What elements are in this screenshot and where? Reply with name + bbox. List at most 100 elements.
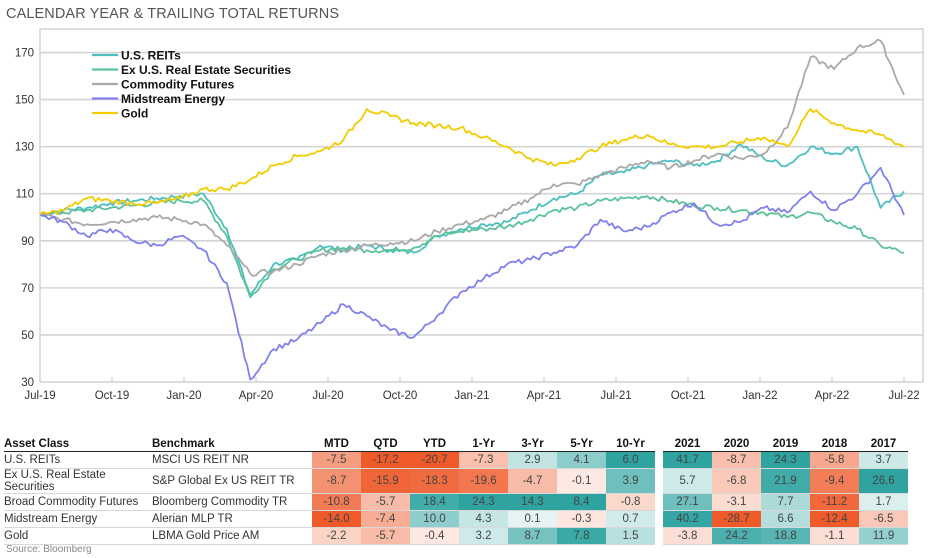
trailing-return-cell: -0.4 (410, 527, 459, 545)
table-row: U.S. REITs MSCI US REIT NR -7.5 -17.2 -20.7-… (4, 451, 908, 469)
header-2019: 2019 (761, 436, 810, 452)
plot-frame (39, 28, 924, 383)
trailing-return-cell: 6.0 (606, 451, 655, 469)
calendar-return-cell: 3.7 (859, 451, 908, 469)
trailing-return-cell: -0.1 (557, 468, 606, 494)
x-tick-label: Apr-20 (239, 390, 274, 402)
trailing-return-cell: -18.3 (410, 468, 459, 494)
legend-label: U.S. REITs (121, 49, 181, 63)
calendar-return-cell: -5.8 (810, 451, 859, 469)
y-axis-ticks: 30 50 70 90 110 130 150 170 (15, 48, 34, 389)
x-tick-label: Jul-22 (888, 390, 919, 402)
calendar-return-cell: -9.4 (810, 468, 859, 494)
calendar-return-cell: 5.7 (663, 468, 712, 494)
trailing-return-cell: -5.7 (361, 527, 410, 545)
header-ytd: YTD (410, 436, 459, 452)
trailing-return-cell: 4.1 (557, 451, 606, 469)
x-tick-label: Oct-19 (95, 390, 130, 402)
y-tick-label: 130 (15, 142, 34, 154)
trailing-return-cell: 24.3 (459, 493, 508, 511)
calendar-return-cell: 40.2 (663, 510, 712, 528)
calendar-return-cell: 6.6 (761, 510, 810, 528)
header-5yr: 5-Yr (557, 436, 606, 452)
trailing-return-cell: 4.3 (459, 510, 508, 528)
trailing-return-cell: -7.3 (459, 451, 508, 469)
trailing-return-cell: 2.9 (508, 451, 557, 469)
legend-label: Commodity Futures (121, 78, 235, 92)
x-tick-label: Jan-21 (454, 390, 489, 402)
legend-label: Ex U.S. Real Estate Securities (121, 63, 291, 77)
trailing-return-cell: -14.0 (312, 510, 361, 528)
column-gap (655, 494, 663, 511)
benchmark-cell: MSCI US REIT NR (152, 451, 312, 469)
y-tick-label: 30 (21, 377, 34, 389)
trailing-return-cell: -7.5 (312, 451, 361, 469)
header-1yr: 1-Yr (459, 436, 508, 452)
y-tick-label: 70 (21, 283, 34, 295)
trailing-return-cell: 8.4 (557, 493, 606, 511)
benchmark-cell: Alerian MLP TR (152, 510, 312, 528)
calendar-return-cell: -6.5 (859, 510, 908, 528)
calendar-return-cell: 7.7 (761, 493, 810, 511)
trailing-return-cell: -10.8 (312, 493, 361, 511)
trailing-return-cell: -5.7 (361, 493, 410, 511)
calendar-return-cell: -3.1 (712, 493, 761, 511)
header-3yr: 3-Yr (508, 436, 557, 452)
calendar-return-cell: 21.9 (761, 468, 810, 494)
trailing-return-cell: -19.6 (459, 468, 508, 494)
trailing-return-cell: -4.7 (508, 468, 557, 494)
legend-label: Gold (121, 107, 148, 121)
trailing-return-cell: -0.8 (606, 493, 655, 511)
trailing-return-cell: 7.8 (557, 527, 606, 545)
x-tick-label: Oct-20 (383, 390, 418, 402)
asset-class-cell: Ex U.S. Real Estate Securities (4, 468, 152, 494)
calendar-return-cell: 11.9 (859, 527, 908, 545)
table-row: Broad Commodity Futures Bloomberg Commodi… (4, 493, 908, 511)
x-tick-label: Jul-19 (24, 390, 55, 402)
trailing-return-cell: 18.4 (410, 493, 459, 511)
column-gap (655, 528, 663, 545)
column-gap (655, 469, 663, 494)
header-mtd: MTD (312, 436, 361, 452)
benchmark-cell: S&P Global Ex US REIT TR (152, 468, 312, 494)
trailing-return-cell: 8.7 (508, 527, 557, 545)
calendar-return-cell: -11.2 (810, 493, 859, 511)
trailing-return-cell: -8.7 (312, 468, 361, 494)
trailing-return-cell: 0.1 (508, 510, 557, 528)
trailing-return-cell: 1.5 (606, 527, 655, 545)
x-tick-label: Apr-21 (527, 390, 562, 402)
column-gap (655, 452, 663, 469)
header-asset-class: Asset Class (4, 436, 152, 452)
header-benchmark: Benchmark (152, 436, 312, 452)
header-2018: 2018 (810, 436, 859, 452)
calendar-return-cell: 1.7 (859, 493, 908, 511)
series-line-ex-u-s-real-estate-securities (39, 195, 905, 299)
x-tick-label: Jul-20 (312, 390, 343, 402)
returns-table: Asset Class Benchmark MTD QTD YTD 1-Yr 3… (4, 436, 908, 545)
trailing-return-cell: 10.0 (410, 510, 459, 528)
table-row: Midstream Energy Alerian MLP TR -14.0 -7.4 1… (4, 510, 908, 528)
trailing-return-cell: -2.2 (312, 527, 361, 545)
x-axis-ticks: Jul-19 Oct-19 Jan-20 Apr-20 Jul-20 Oct-20 Jan-… (24, 377, 920, 402)
calendar-return-cell: -6.8 (712, 468, 761, 494)
calendar-return-cell: 24.3 (761, 451, 810, 469)
series-line-commodity-futures (39, 38, 905, 277)
x-tick-label: Jan-20 (166, 390, 201, 402)
trailing-return-cell: 14.3 (508, 493, 557, 511)
header-10yr: 10-Yr (606, 436, 655, 452)
x-tick-label: Jan-22 (742, 390, 777, 402)
table-row: Gold LBMA Gold Price AM -2.2 -5.7 -0.4 3.2 8.7… (4, 527, 908, 545)
calendar-return-cell: 26.6 (859, 468, 908, 494)
calendar-return-cell: -3.8 (663, 527, 712, 545)
column-gap (655, 511, 663, 528)
header-2020: 2020 (712, 436, 761, 452)
y-tick-label: 50 (21, 330, 34, 342)
asset-class-cell: Gold (4, 527, 152, 545)
benchmark-cell: LBMA Gold Price AM (152, 527, 312, 545)
trailing-return-cell: -0.3 (557, 510, 606, 528)
series-line-midstream-energy (39, 166, 905, 381)
x-tick-label: Apr-22 (815, 390, 850, 402)
y-tick-label: 150 (15, 95, 34, 107)
source-note: Source: Bloomberg (6, 544, 92, 555)
